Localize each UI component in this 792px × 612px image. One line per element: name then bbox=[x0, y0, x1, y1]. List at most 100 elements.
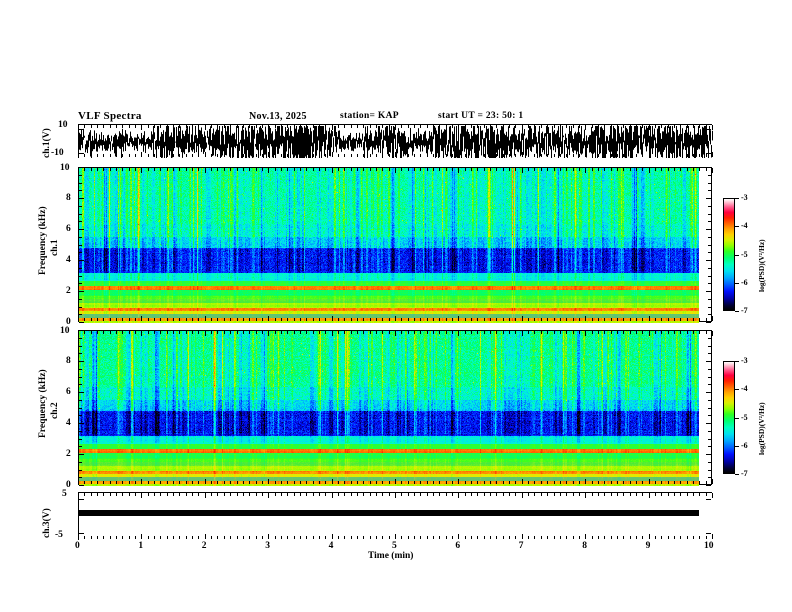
tick-mark bbox=[268, 493, 269, 498]
tick-mark bbox=[636, 168, 637, 171]
tick-mark bbox=[79, 361, 84, 362]
tick-mark bbox=[79, 214, 82, 215]
tick-mark bbox=[237, 536, 238, 539]
tick-mark bbox=[604, 493, 605, 496]
tick-mark bbox=[91, 154, 92, 157]
tick-mark bbox=[313, 154, 314, 157]
tick-mark bbox=[661, 154, 662, 157]
tick-mark bbox=[446, 154, 447, 157]
tick-mark bbox=[319, 318, 320, 321]
tick-mark bbox=[357, 168, 358, 171]
tick-mark bbox=[332, 534, 333, 539]
tick-mark bbox=[515, 331, 516, 334]
tick-mark bbox=[268, 125, 269, 130]
tick-mark bbox=[623, 168, 624, 171]
tick-mark bbox=[471, 493, 472, 496]
tick-mark bbox=[522, 479, 523, 484]
tick-mark bbox=[534, 125, 535, 128]
tick-mark bbox=[649, 125, 650, 130]
tick-mark bbox=[351, 318, 352, 321]
tick-mark bbox=[79, 322, 84, 323]
tick-mark bbox=[370, 481, 371, 484]
tick-mark bbox=[687, 536, 688, 539]
tick-mark bbox=[496, 318, 497, 321]
tick-mark bbox=[706, 154, 707, 157]
tick-mark bbox=[636, 481, 637, 484]
tick-mark bbox=[376, 331, 377, 334]
tick-mark bbox=[135, 493, 136, 496]
tick-mark bbox=[370, 168, 371, 171]
tick-mark bbox=[668, 536, 669, 539]
tick-mark bbox=[192, 318, 193, 321]
tick-mark bbox=[642, 481, 643, 484]
tick-mark bbox=[382, 125, 383, 128]
tick-mark bbox=[344, 331, 345, 334]
tick-mark bbox=[79, 190, 82, 191]
tick-mark bbox=[154, 536, 155, 539]
tick-mark bbox=[268, 331, 269, 336]
tick-mark bbox=[708, 353, 711, 354]
tick-mark bbox=[287, 536, 288, 539]
tick-mark bbox=[573, 536, 574, 539]
tick-mark bbox=[325, 168, 326, 171]
tick-mark bbox=[541, 168, 542, 171]
tick-mark bbox=[693, 154, 694, 157]
tick-mark bbox=[192, 154, 193, 157]
tick-mark bbox=[433, 536, 434, 539]
tick-mark bbox=[401, 318, 402, 321]
tick-mark bbox=[370, 493, 371, 496]
tick-mark bbox=[230, 168, 231, 171]
tick-mark bbox=[103, 493, 104, 496]
tick-mark bbox=[370, 331, 371, 334]
tick-mark bbox=[554, 536, 555, 539]
header-date: Nov.13, 2025 bbox=[249, 111, 307, 122]
tick-mark bbox=[471, 168, 472, 171]
tick-mark bbox=[135, 331, 136, 334]
tick-mark bbox=[642, 125, 643, 128]
tick-mark bbox=[534, 168, 535, 171]
tick-mark bbox=[313, 318, 314, 321]
tick-mark bbox=[91, 536, 92, 539]
tick-mark bbox=[148, 331, 149, 334]
tick-mark bbox=[376, 125, 377, 128]
tick-mark bbox=[433, 493, 434, 496]
tick-mark bbox=[439, 331, 440, 334]
tick-mark bbox=[262, 125, 263, 128]
tick-mark bbox=[630, 493, 631, 496]
tick-mark bbox=[655, 125, 656, 128]
tick-mark bbox=[363, 154, 364, 157]
tick-mark bbox=[141, 125, 142, 130]
tick-mark bbox=[528, 493, 529, 496]
tick-mark bbox=[668, 125, 669, 128]
tick-mark bbox=[706, 260, 711, 261]
tick-mark bbox=[116, 125, 117, 128]
colorbar-tick--7: -7 bbox=[741, 306, 748, 315]
tick-mark bbox=[135, 481, 136, 484]
tick-mark bbox=[300, 536, 301, 539]
tick-mark bbox=[585, 331, 586, 336]
tick-mark bbox=[674, 331, 675, 334]
tick-mark bbox=[237, 493, 238, 496]
tick-mark bbox=[319, 331, 320, 334]
tick-mark bbox=[389, 168, 390, 171]
tick-mark bbox=[477, 536, 478, 539]
tick-mark bbox=[256, 481, 257, 484]
tick-mark bbox=[332, 493, 333, 498]
tick-mark bbox=[661, 536, 662, 539]
tick-mark bbox=[522, 152, 523, 157]
tick-mark bbox=[237, 154, 238, 157]
tick-mark bbox=[708, 314, 711, 315]
tick-mark bbox=[712, 331, 713, 336]
tick-mark bbox=[141, 316, 142, 321]
tick-mark bbox=[281, 481, 282, 484]
tick-mark bbox=[79, 439, 82, 440]
tick-mark bbox=[205, 152, 206, 157]
tick-mark bbox=[680, 331, 681, 334]
colorbar-ch2 bbox=[723, 361, 735, 474]
tick-mark bbox=[148, 318, 149, 321]
tick-mark bbox=[78, 493, 79, 498]
tick-mark bbox=[300, 168, 301, 171]
tick-mark bbox=[338, 481, 339, 484]
tick-mark bbox=[708, 237, 711, 238]
tick-mark bbox=[97, 154, 98, 157]
